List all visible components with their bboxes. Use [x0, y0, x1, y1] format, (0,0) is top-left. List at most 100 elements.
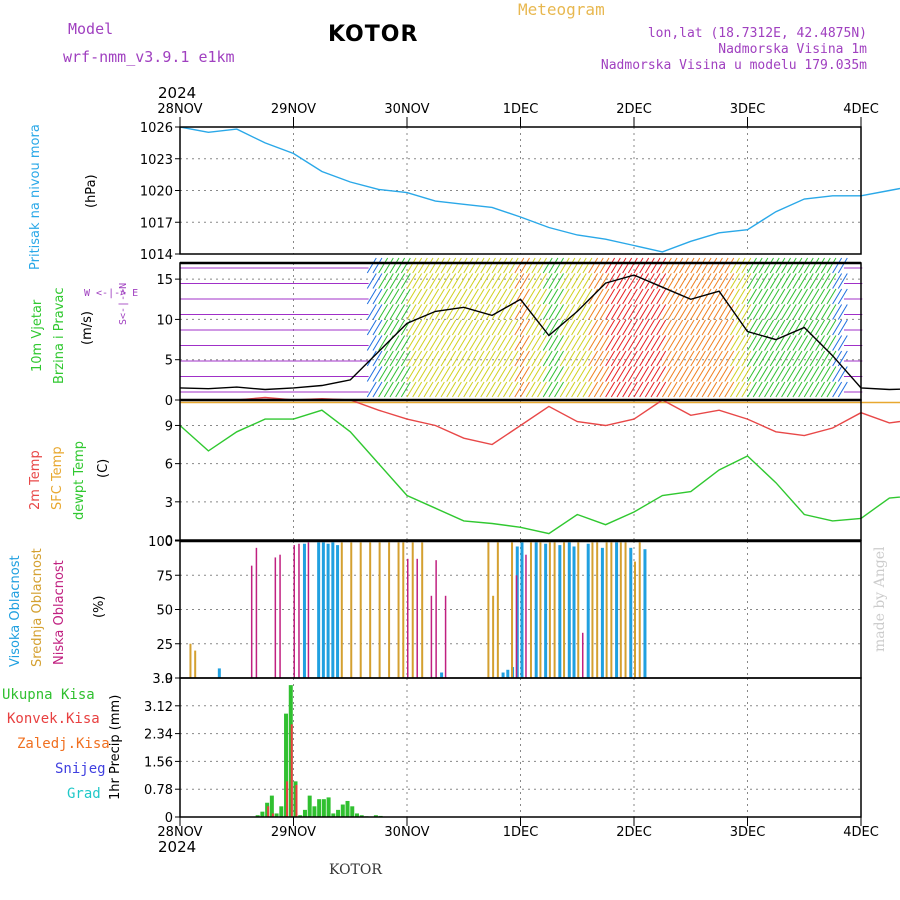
wind-vector	[503, 273, 513, 289]
cloud-bar	[567, 542, 571, 678]
wind-vector	[542, 381, 553, 398]
wind-vector	[809, 350, 820, 367]
model-value: wrf-nmm_v3.9.1 e1km	[63, 48, 235, 66]
precip-bar	[295, 784, 298, 817]
wind-vector	[491, 366, 502, 382]
wind-vector	[520, 366, 530, 382]
wind-vector	[656, 257, 667, 274]
wind-vector	[486, 273, 496, 289]
wind-vector	[508, 335, 519, 351]
y-tick-label: 0	[165, 534, 173, 549]
wind-vector	[798, 273, 809, 289]
wind-vector	[758, 257, 769, 274]
cloud-bar	[189, 643, 192, 678]
y-tick-label: 10	[156, 313, 173, 328]
wind-vector	[661, 288, 672, 305]
wind-vector	[747, 304, 757, 320]
wind-vector	[440, 335, 451, 351]
wind-vector	[644, 304, 655, 320]
y-tick-label: 6	[165, 458, 173, 473]
cloud-bar	[321, 542, 325, 678]
wind-vector	[434, 288, 445, 305]
model-label: Model	[68, 20, 114, 38]
wind-vector	[758, 350, 769, 367]
wind-vector	[605, 257, 616, 274]
cloud-bar	[402, 542, 405, 678]
wind-vector	[747, 366, 757, 382]
y-tick-label: 2.34	[144, 728, 173, 743]
wind-vector	[684, 366, 695, 382]
y-tick-label: 0	[165, 394, 173, 409]
cloud-bar	[591, 542, 594, 678]
wind-vector	[463, 381, 474, 398]
wind-vector	[451, 304, 462, 320]
wind-vector	[764, 288, 774, 305]
wind-vector	[486, 288, 496, 305]
wind-vector	[440, 273, 451, 289]
wind-vector	[383, 304, 394, 320]
wind-vector	[542, 366, 553, 382]
wind-vector	[417, 366, 428, 382]
wind-vector	[400, 304, 411, 320]
wind-vector	[622, 350, 633, 367]
wind-vector	[525, 381, 536, 398]
wind-vector	[480, 273, 491, 289]
wind-vector	[582, 273, 593, 289]
wind-vector	[548, 381, 559, 398]
wind-vector	[616, 273, 627, 289]
wind-vector	[639, 304, 650, 320]
wind-vector	[752, 335, 763, 351]
wind-vector	[434, 304, 445, 320]
wind-vector	[781, 381, 791, 398]
wind-vector	[588, 381, 599, 398]
wind-vector	[701, 273, 712, 289]
wind-vector	[383, 257, 394, 274]
wind-vector	[820, 257, 831, 274]
wind-vector	[463, 335, 474, 351]
y-tick-label: 1026	[140, 121, 173, 136]
wind-vector	[764, 381, 774, 398]
elevation-label: Nadmorska Visina 1m	[718, 42, 867, 57]
wind-vector	[826, 288, 837, 305]
dewpt-line	[179, 409, 900, 535]
wind-vector	[429, 335, 440, 351]
wind-vector	[457, 304, 468, 320]
wind-vector	[633, 257, 644, 274]
wind-vector	[429, 273, 440, 289]
wind-vector	[520, 381, 530, 398]
precip-bar	[312, 806, 317, 817]
wind-vector	[775, 257, 786, 274]
wind-vector	[713, 304, 723, 320]
wind-vector	[378, 257, 389, 274]
wind-vector	[616, 381, 627, 398]
wind-vector	[809, 366, 820, 382]
wind-vector	[809, 381, 820, 398]
wind-vector	[775, 273, 786, 289]
wind-vector	[389, 335, 400, 351]
wind-vector	[792, 273, 803, 289]
wind-vector	[497, 319, 508, 336]
wind-vector	[423, 350, 434, 367]
y-tick-label: 9	[165, 419, 173, 434]
cloud-bar	[638, 542, 641, 678]
y-tick-label: 100	[148, 535, 173, 550]
wind-vector	[400, 288, 411, 305]
wind-vector	[820, 304, 831, 320]
wind-vector	[486, 335, 496, 351]
wind-vector	[588, 319, 599, 336]
wind-vector	[514, 257, 525, 274]
wind-vector	[661, 381, 672, 398]
wind-vector	[798, 350, 809, 367]
wind-vector	[434, 350, 445, 367]
wind-vector	[758, 288, 769, 305]
cloud-bar	[581, 632, 584, 678]
wind-vector	[678, 366, 689, 382]
precip-bar	[271, 813, 274, 817]
wind-vector	[554, 366, 564, 382]
wind-vector	[440, 288, 451, 305]
wind-vector	[565, 304, 576, 320]
wind-vector	[423, 381, 434, 398]
wind-vector	[412, 273, 423, 289]
wind-vector	[599, 335, 610, 351]
cloud-bar	[411, 542, 414, 678]
